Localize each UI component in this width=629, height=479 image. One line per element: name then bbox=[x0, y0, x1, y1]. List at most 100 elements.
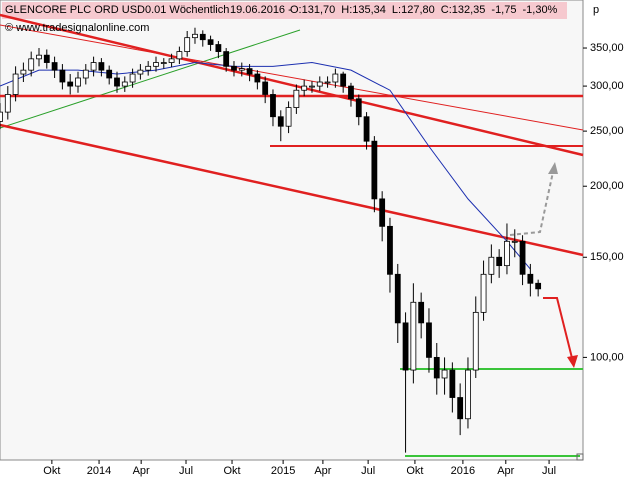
x-tick-label: Apr bbox=[133, 465, 150, 477]
candle-body bbox=[316, 81, 323, 87]
candle-body bbox=[449, 369, 456, 398]
corner-icon bbox=[576, 453, 584, 461]
watermark: © www.tradesignalonline.com bbox=[5, 22, 149, 34]
x-tick-label: Apr bbox=[497, 465, 514, 477]
gray-arrow bbox=[509, 171, 554, 236]
candle-body bbox=[160, 62, 167, 64]
candle-body bbox=[246, 68, 253, 75]
candle-body bbox=[215, 44, 222, 52]
candle-body bbox=[480, 273, 487, 313]
candle-body bbox=[67, 81, 74, 87]
candle-body bbox=[371, 140, 378, 200]
quote-value: -1,75 bbox=[491, 4, 516, 16]
header-band bbox=[2, 2, 567, 19]
y-tick-label: 350,00 bbox=[590, 42, 624, 54]
candle-body bbox=[20, 69, 27, 75]
quote-value: -1,30% bbox=[522, 4, 557, 16]
candle-body bbox=[348, 85, 354, 100]
candle-body bbox=[465, 369, 471, 420]
red-trend-lower bbox=[0, 123, 584, 257]
candle-body bbox=[145, 65, 152, 71]
chart-title: GLENCORE PLC ORD USD0.01 Wöchentlich bbox=[5, 4, 229, 16]
red-arrowhead bbox=[567, 355, 578, 368]
candle-body bbox=[90, 62, 97, 71]
candle-body bbox=[472, 311, 479, 371]
candle-body bbox=[114, 77, 120, 87]
candle-body bbox=[332, 73, 339, 83]
y-tick-label: 250,00 bbox=[590, 125, 624, 137]
quote-value: H:135,34 bbox=[341, 4, 386, 16]
candle-body bbox=[153, 62, 159, 67]
quote-value: L:127,80 bbox=[392, 4, 435, 16]
candle-body bbox=[168, 58, 175, 63]
x-tick-label: Jul bbox=[542, 465, 556, 477]
candle-body bbox=[28, 58, 35, 71]
candle-body bbox=[192, 33, 198, 39]
candle-body bbox=[363, 116, 370, 142]
candle-body bbox=[511, 240, 518, 243]
candle-body bbox=[121, 81, 128, 87]
candle-body bbox=[504, 240, 510, 267]
candle-body bbox=[418, 301, 425, 324]
candle-body bbox=[0, 111, 3, 122]
candle-body bbox=[51, 62, 58, 71]
y-tick-label: 200,00 bbox=[590, 180, 624, 192]
red-trend-upper bbox=[0, 13, 584, 157]
x-tick-label: 2014 bbox=[87, 465, 111, 477]
x-tick-label: 2016 bbox=[451, 465, 475, 477]
x-tick-label: Jul bbox=[179, 465, 193, 477]
red-arrow bbox=[543, 297, 573, 359]
x-tick-label: Jul bbox=[361, 465, 375, 477]
candle-body bbox=[433, 356, 440, 379]
candle-body bbox=[457, 397, 464, 420]
candle-body bbox=[254, 73, 261, 83]
y-tick-label: 150,00 bbox=[590, 251, 624, 263]
candle-body bbox=[309, 85, 315, 88]
plot-area bbox=[0, 0, 584, 461]
candle-body bbox=[488, 256, 495, 275]
x-tick-label: Okt bbox=[43, 465, 60, 477]
candle-body bbox=[207, 39, 214, 45]
candle-body bbox=[4, 94, 11, 113]
candle-body bbox=[36, 54, 42, 60]
candle-body bbox=[355, 98, 362, 118]
candle-body bbox=[231, 65, 237, 71]
quote-value: C:132,35 bbox=[441, 4, 486, 16]
x-tick-label: Okt bbox=[406, 465, 423, 477]
candle-body bbox=[129, 73, 136, 83]
candle-body bbox=[410, 301, 417, 371]
candle-body bbox=[340, 73, 347, 87]
gray-arrowhead bbox=[548, 162, 558, 174]
candle-body bbox=[59, 69, 66, 83]
candle-body bbox=[43, 54, 50, 63]
y-tick-label: 100,00 bbox=[590, 351, 624, 363]
candle-body bbox=[199, 33, 206, 41]
candle-body bbox=[394, 273, 401, 324]
candle-body bbox=[387, 225, 393, 275]
red-thin-trend bbox=[0, 24, 584, 131]
candle-body bbox=[402, 322, 409, 371]
candle-body bbox=[12, 73, 19, 95]
candle-body bbox=[324, 81, 331, 84]
candle-body bbox=[277, 116, 284, 127]
candle-body bbox=[176, 51, 183, 60]
candle-body bbox=[75, 77, 81, 87]
x-tick-label: 2015 bbox=[271, 465, 295, 477]
drawn-lines bbox=[0, 13, 584, 457]
candle-body bbox=[426, 322, 432, 358]
quote-value: O:131,70 bbox=[290, 4, 335, 16]
candle-body bbox=[106, 69, 113, 79]
candle-body bbox=[496, 256, 503, 267]
candle-body bbox=[293, 89, 300, 108]
candle-body bbox=[137, 69, 144, 75]
candle-body bbox=[262, 81, 269, 95]
candle-body bbox=[527, 273, 534, 284]
candle-body bbox=[379, 198, 386, 227]
candle-body bbox=[519, 240, 526, 275]
candle-body bbox=[270, 94, 276, 118]
green-trend bbox=[0, 29, 301, 129]
candle-body bbox=[285, 107, 292, 127]
quote-date: 19.06.2016 - bbox=[230, 4, 292, 16]
candle-body bbox=[238, 68, 245, 71]
